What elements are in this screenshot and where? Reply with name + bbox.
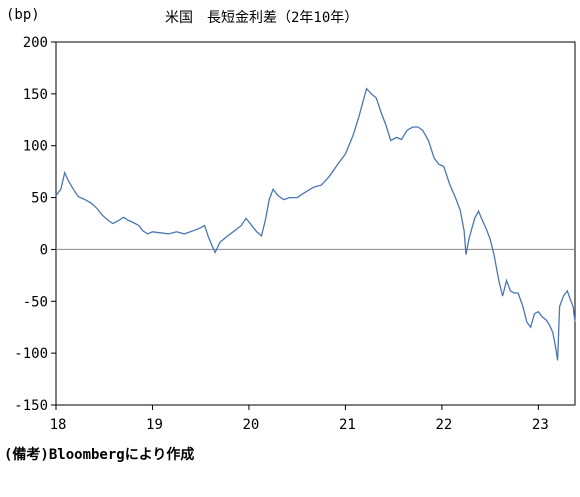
x-tick-label: 22 xyxy=(435,417,452,433)
y-tick-label: 100 xyxy=(23,139,48,155)
y-tick-label: -150 xyxy=(14,398,48,414)
y-axis-ticks: 200 150 100 50 0 -50 -100 -150 xyxy=(14,35,56,414)
y-tick-label: -50 xyxy=(23,294,48,310)
y-tick-label: 50 xyxy=(31,191,48,207)
y-tick-label: 0 xyxy=(40,242,48,258)
x-tick-label: 23 xyxy=(532,417,549,433)
source-note: (備考)Bloombergにより作成 xyxy=(4,447,195,463)
x-tick-label: 20 xyxy=(243,417,260,433)
y-tick-label: 200 xyxy=(23,35,48,51)
plot-area-frame xyxy=(55,41,576,406)
y-tick-label: -100 xyxy=(14,346,48,362)
y-axis-unit-label: (bp) xyxy=(6,7,40,23)
x-tick-label: 19 xyxy=(146,417,163,433)
x-tick-label: 18 xyxy=(50,417,67,433)
chart-title: 米国 長短金利差（2年10年） xyxy=(165,10,359,26)
series-line xyxy=(55,87,576,361)
y-tick-label: 150 xyxy=(23,87,48,103)
x-axis-ticks: 18 19 20 21 22 23 xyxy=(50,405,549,433)
x-tick-label: 21 xyxy=(339,417,356,433)
